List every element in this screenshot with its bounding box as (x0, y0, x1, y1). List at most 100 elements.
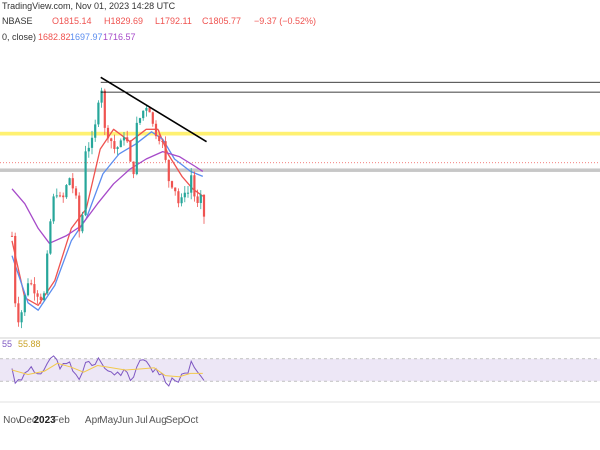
candle (186, 185, 190, 198)
candle-body (90, 137, 94, 148)
candle (55, 188, 58, 199)
rsi-readout: 55 55.88 (2, 339, 41, 349)
candle (33, 277, 36, 301)
candle (97, 100, 100, 128)
candle (30, 279, 33, 286)
candle (199, 190, 202, 210)
candle (129, 140, 132, 162)
x-tick-label: Sep (166, 415, 184, 426)
candle-body (196, 196, 199, 203)
candle-body (78, 195, 81, 232)
candle-body (49, 221, 52, 254)
candle (135, 116, 138, 176)
candle-body (39, 296, 42, 301)
candle (46, 250, 49, 296)
candle (122, 132, 126, 146)
ma1-value: 1682.82 (38, 32, 71, 42)
moving-average-2 (11, 131, 204, 311)
candle-body (126, 137, 129, 142)
candle-body (10, 235, 14, 237)
rsi-left-value: 55 (2, 339, 12, 349)
candle (10, 231, 14, 237)
candle (100, 87, 103, 108)
candle-body (97, 102, 100, 125)
ohlc-close: C1805.77 (202, 16, 241, 26)
candle (180, 193, 183, 207)
candle (62, 192, 65, 203)
candle (78, 192, 81, 238)
candle (110, 137, 113, 149)
candle-body (116, 147, 119, 149)
candle (116, 146, 119, 155)
candle (113, 134, 116, 154)
candle-body (154, 123, 158, 137)
candle (87, 142, 90, 158)
candle-body (65, 185, 68, 198)
candle-body (71, 178, 74, 189)
x-tick-label: Apr (85, 415, 101, 426)
candle (183, 186, 186, 203)
candle (74, 185, 78, 199)
candle (177, 188, 180, 208)
candle-body (17, 303, 20, 323)
candle-body (26, 283, 30, 296)
candle-body (183, 192, 186, 198)
candle-body (180, 197, 183, 204)
candle-body (202, 194, 206, 217)
x-tick-label: Aug (149, 415, 167, 426)
candle-body (84, 151, 87, 216)
candle (39, 293, 42, 305)
candle-body (164, 141, 167, 160)
candle (68, 177, 71, 186)
candle-body (23, 295, 26, 313)
candle-body (68, 178, 71, 186)
candle-body (190, 175, 193, 193)
candle (158, 130, 161, 145)
candle (20, 310, 23, 329)
ma-prefix: 0, close) (2, 32, 36, 42)
x-tick-label: Feb (53, 415, 71, 426)
moving-averages (11, 128, 204, 311)
ohlc-high: H1829.69 (104, 16, 143, 26)
drawn-lines (100, 76, 600, 143)
resistance-zone (0, 168, 600, 172)
candle-body (81, 215, 84, 232)
candle-body (170, 181, 174, 188)
candle-body (100, 90, 103, 103)
candle (14, 232, 17, 308)
ohlc-prefix: NBASE (2, 16, 33, 26)
support-zone (0, 131, 600, 136)
candle-body (58, 195, 62, 197)
candle-body (87, 147, 90, 152)
candle (84, 145, 87, 217)
rsi-panel (0, 337, 600, 387)
candle (103, 88, 106, 135)
candle (17, 296, 20, 327)
candle (164, 136, 167, 162)
x-tick-label: Oct (183, 415, 199, 426)
candle-body (138, 118, 142, 123)
candle-body (119, 140, 122, 148)
candle (81, 211, 84, 234)
candle-body (36, 293, 39, 297)
candle-body (33, 284, 36, 294)
candle-body (174, 187, 177, 192)
candle-body (110, 138, 113, 142)
rsi-line (11, 355, 205, 387)
header-source: TradingView.com, Nov 01, 2023 14:28 UTC (2, 1, 176, 11)
candle (94, 119, 97, 142)
ma-readout: 0, close) 1682.82 1697.97 1716.57 (2, 32, 136, 42)
candle-body (30, 283, 33, 285)
candle-body (20, 312, 23, 323)
candle (49, 218, 52, 255)
candle (167, 159, 170, 188)
candle-body (94, 124, 97, 138)
x-tick-label: Jun (117, 415, 133, 426)
ma2-value: 1697.97 (70, 32, 103, 42)
price-zones (0, 131, 600, 172)
rsi-band (0, 358, 600, 382)
candle-body (52, 196, 55, 222)
